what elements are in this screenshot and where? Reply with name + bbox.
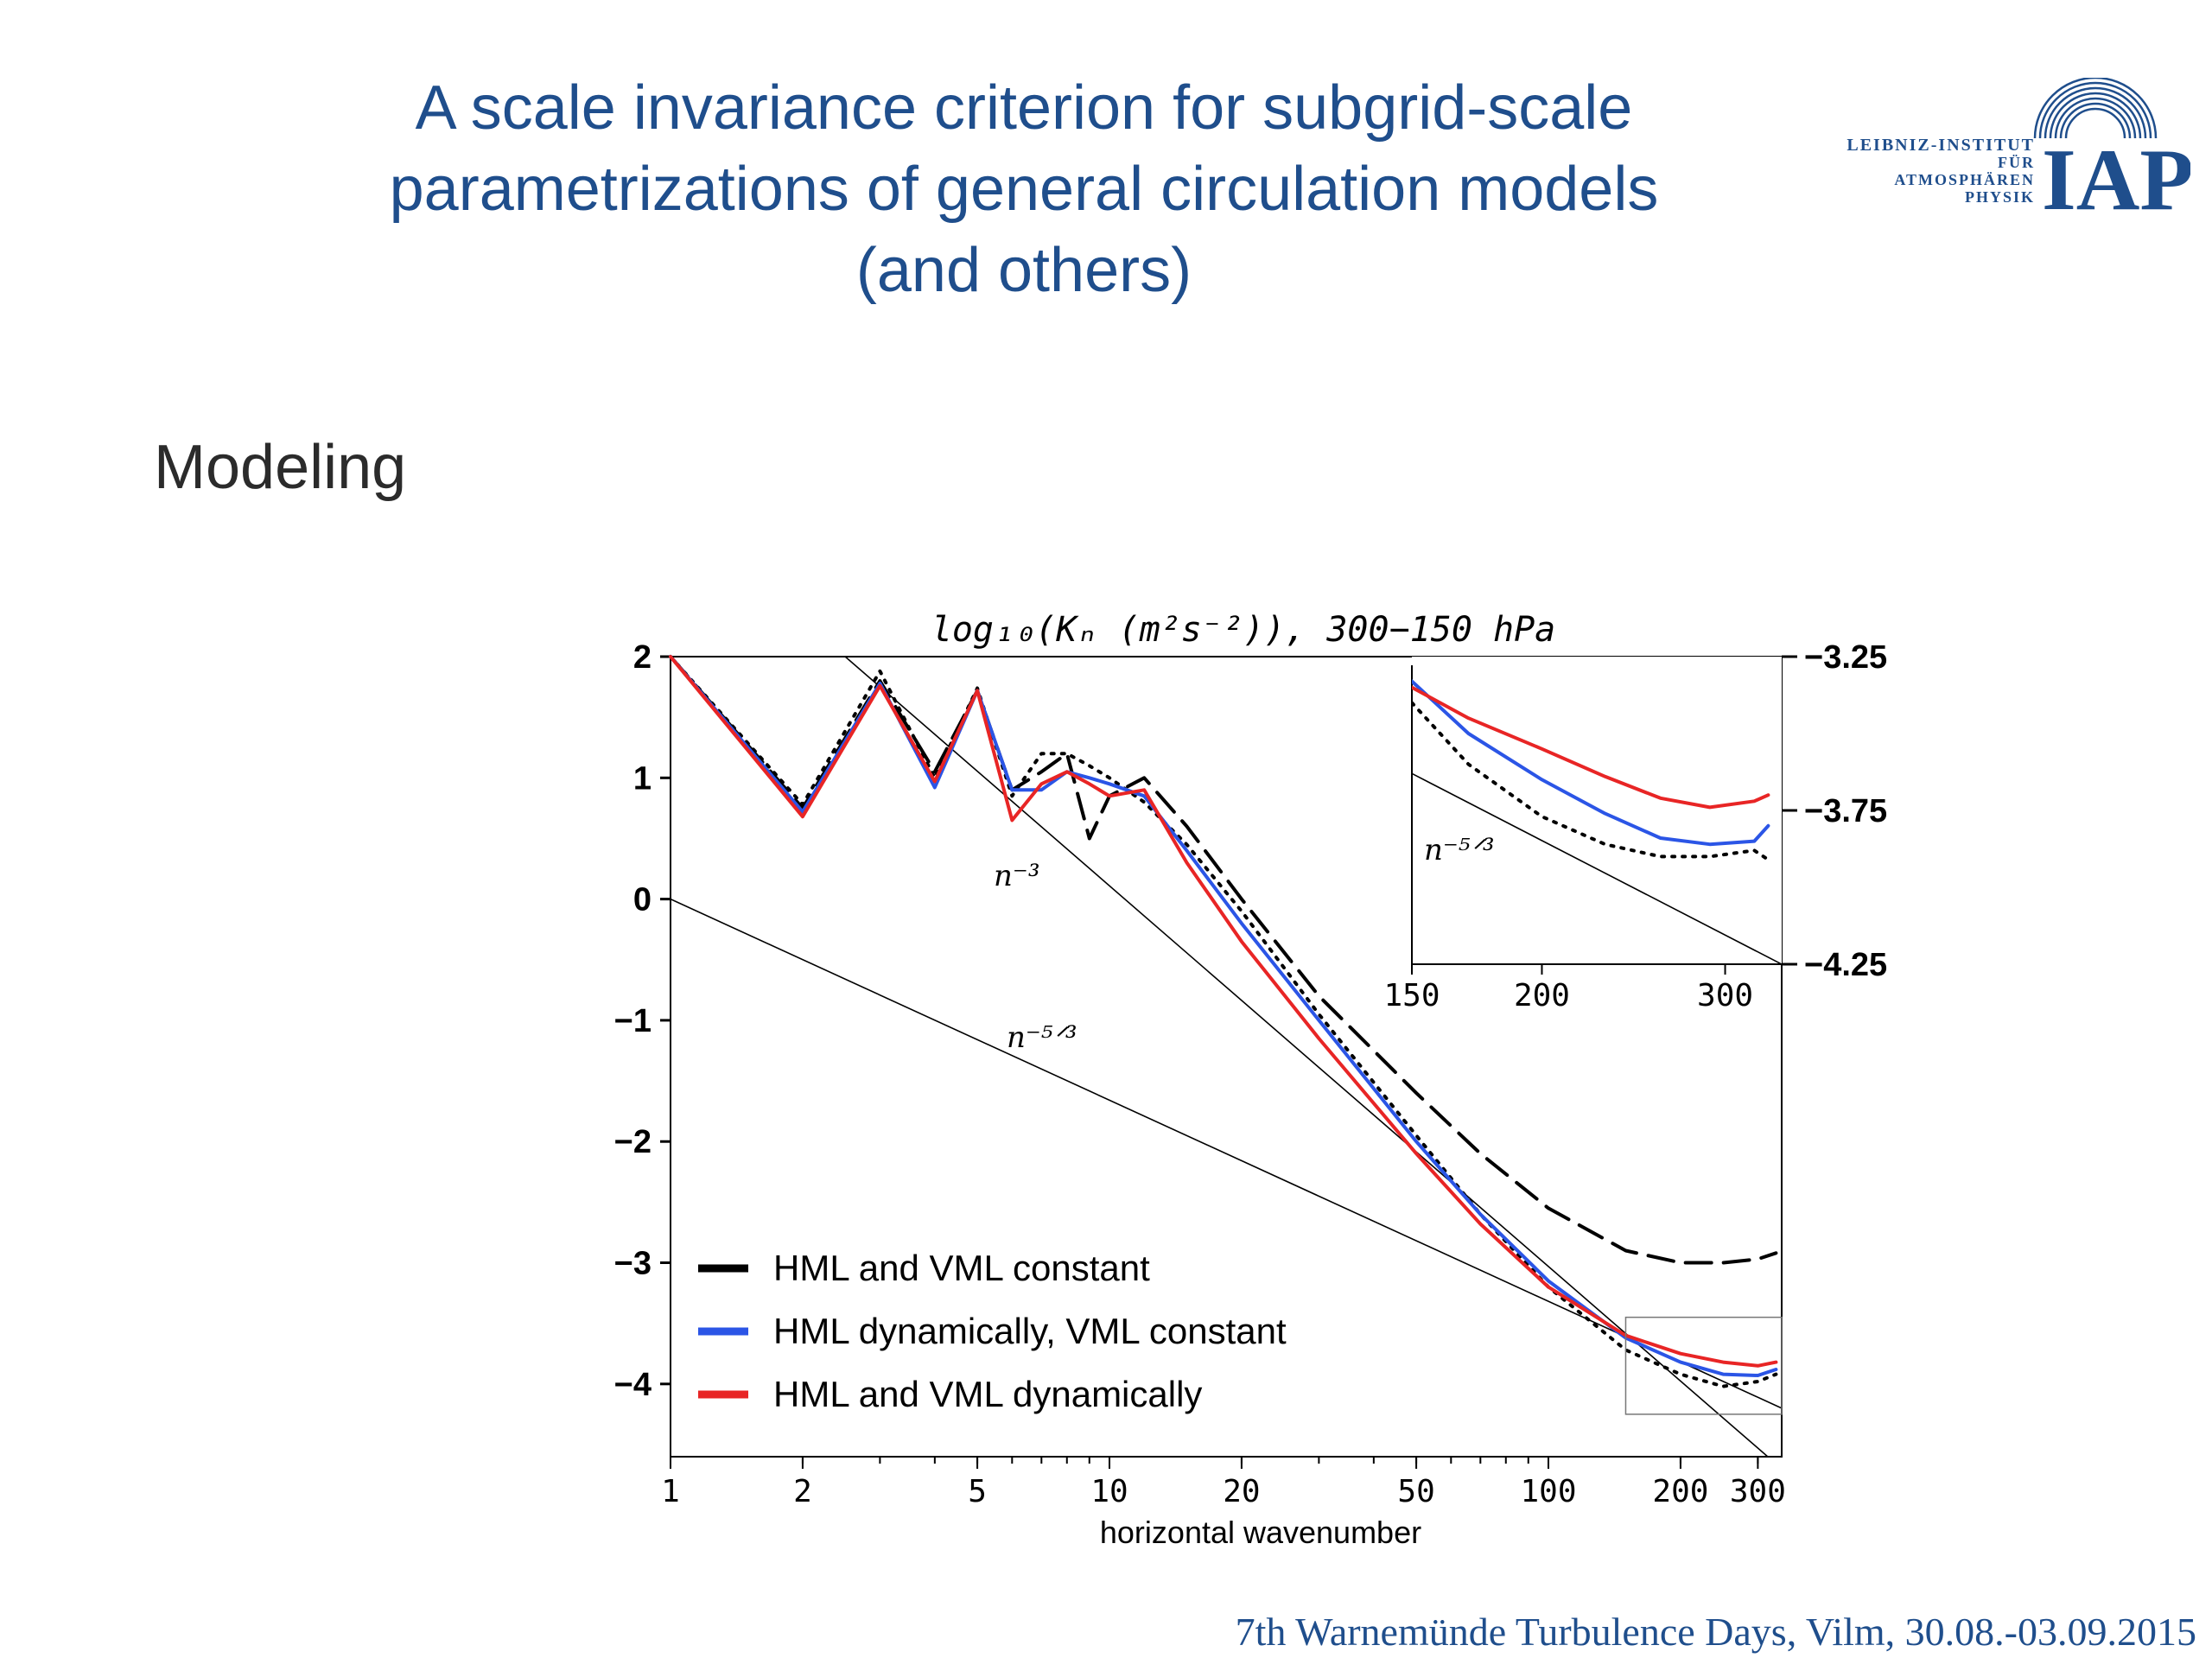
series-line xyxy=(669,655,1778,1265)
inset-x-tick-label: 300 xyxy=(1697,978,1753,1013)
title-line-2: parametrizations of general circulation … xyxy=(389,155,1659,224)
slide-title: A scale invariance criterion for subgrid… xyxy=(285,67,1763,311)
legend-label: HML and VML dynamically xyxy=(773,1374,1202,1414)
inset-y-tick-label: −3.25 xyxy=(1804,639,1887,676)
title-line-3: (and others) xyxy=(855,236,1192,305)
x-tick-label: 2 xyxy=(793,1474,812,1509)
y-tick-label: 0 xyxy=(633,882,652,918)
logo-text-line-2: FÜR xyxy=(1998,154,2035,171)
reference-line-label: n⁻⁵ᐟ³ xyxy=(1007,1020,1077,1055)
x-axis-label: horizontal wavenumber xyxy=(1100,1515,1421,1550)
x-tick-label: 100 xyxy=(1520,1474,1576,1509)
reference-line-label: n⁻³ xyxy=(994,859,1039,893)
iap-logo: LEIBNIZ-INSTITUT FÜR ATMOSPHÄREN PHYSIK … xyxy=(1847,78,2190,225)
reference-line xyxy=(671,898,1782,1409)
legend-label: HML and VML constant xyxy=(773,1248,1150,1288)
y-tick-label: −1 xyxy=(614,1003,652,1039)
x-tick-label: 10 xyxy=(1090,1474,1128,1509)
logo-text-line-1: LEIBNIZ-INSTITUT xyxy=(1847,136,2035,155)
logo-text-line-3: ATMOSPHÄREN xyxy=(1894,171,2035,188)
logo-text-line-4: PHYSIK xyxy=(1965,188,2035,206)
logo-acronym: IAP xyxy=(2042,131,2190,225)
footer-conference: 7th Warnemünde Turbulence Days, Vilm, 30… xyxy=(1235,1610,2196,1654)
inset-x-tick-label: 200 xyxy=(1514,978,1570,1013)
inset-x-tick-label: 150 xyxy=(1383,978,1440,1013)
radiating-arcs-icon xyxy=(2033,78,2158,139)
series-line xyxy=(669,655,1778,1368)
title-line-1: A scale invariance criterion for subgrid… xyxy=(415,73,1633,143)
zoom-box xyxy=(1624,1316,1783,1415)
legend: HML and VML constant HML dynamically, VML… xyxy=(698,1248,1287,1414)
y-tick-label: −3 xyxy=(614,1246,652,1282)
x-tick-label: 300 xyxy=(1730,1474,1786,1509)
x-tick-label: 200 xyxy=(1652,1474,1708,1509)
inset-series-line xyxy=(1412,685,1770,810)
inset-y-tick-label: −3.75 xyxy=(1804,793,1887,829)
x-tick-label: 20 xyxy=(1223,1474,1260,1509)
y-tick-label: −2 xyxy=(614,1124,652,1160)
y-tick-label: 2 xyxy=(633,639,652,676)
x-tick-label: 50 xyxy=(1397,1474,1434,1509)
y-tick-label: 1 xyxy=(633,760,652,797)
y-tick-label: −4 xyxy=(614,1367,652,1403)
x-tick-label: 5 xyxy=(968,1474,987,1509)
main-plot: 210−1−2−3−41 2 5 10 20 50 100 200 300horizontal … xyxy=(614,610,1786,1550)
inset-reference-line-label: n⁻⁵ᐟ³ xyxy=(1424,833,1495,867)
inset-y-tick-label: −4.25 xyxy=(1804,947,1887,983)
inset-series-line xyxy=(1412,701,1770,861)
reference-line xyxy=(844,657,1769,1457)
x-tick-label: 1 xyxy=(661,1474,680,1509)
plot-frame xyxy=(670,656,1783,1458)
inset-series-line xyxy=(1412,679,1770,847)
chart-title: log₁₀(Kₙ (m²s⁻²)), 300−150 hPa xyxy=(931,610,1555,650)
inset-plot: 150 200 300 −3.25 −3.75 −4.25 n⁻⁵ᐟ³ xyxy=(1383,639,1887,1013)
inset-reference-line xyxy=(1412,772,1782,964)
legend-label: HML dynamically, VML constant xyxy=(773,1311,1287,1351)
section-heading: Modeling xyxy=(154,433,407,502)
